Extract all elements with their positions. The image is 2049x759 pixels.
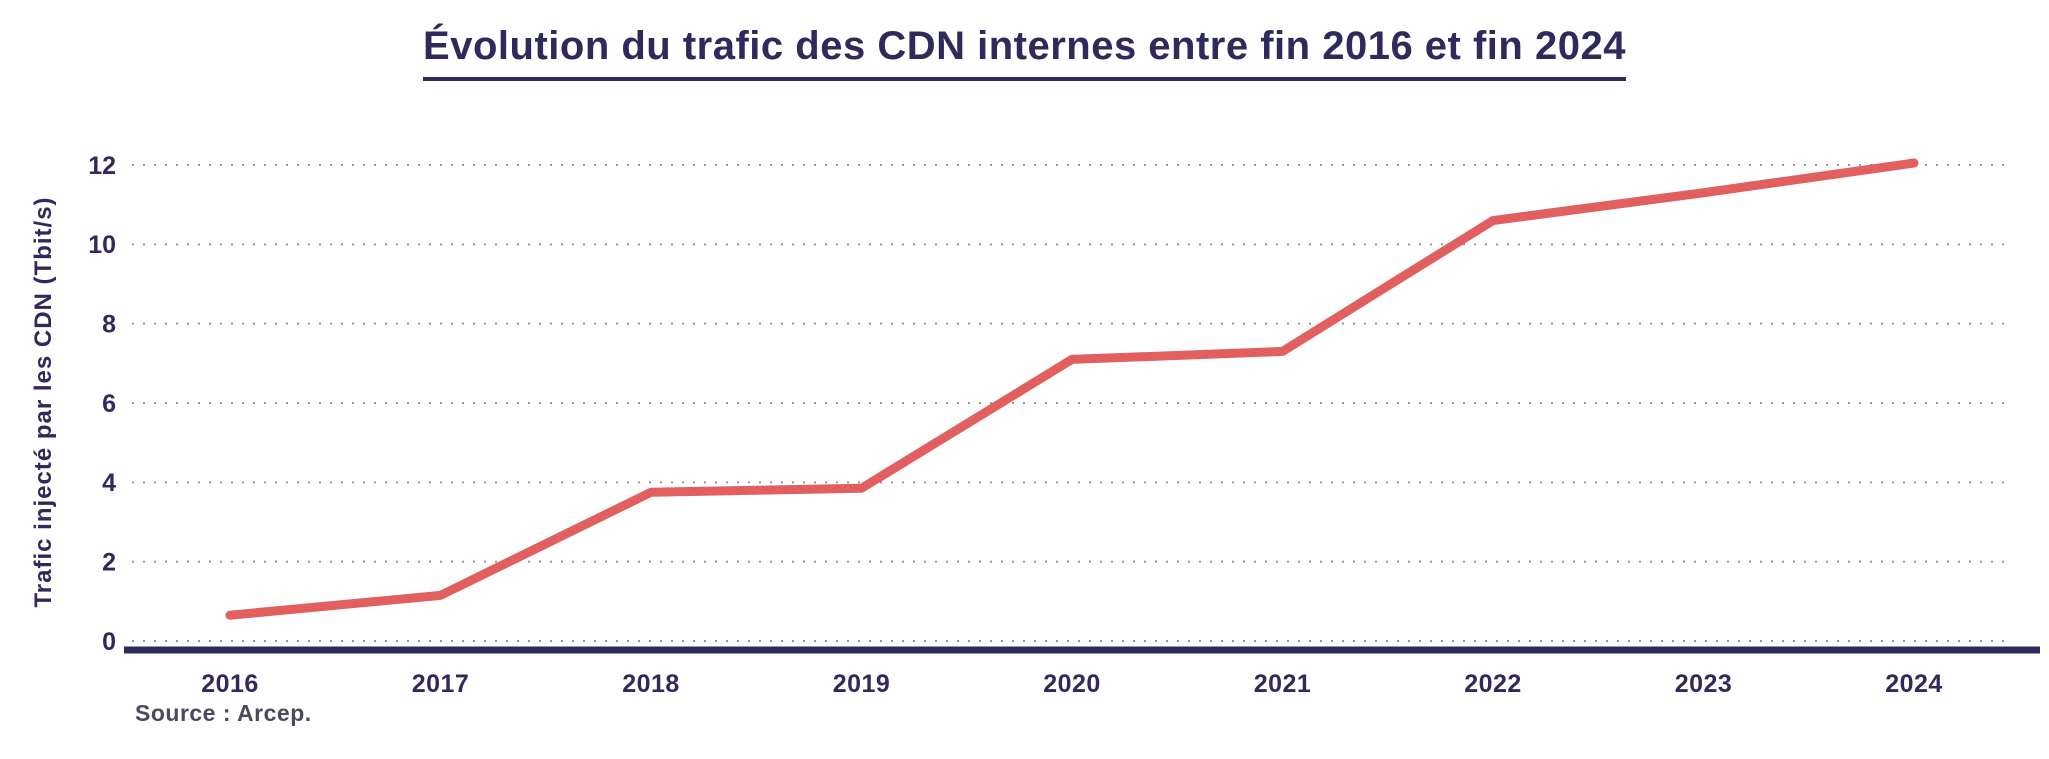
chart-title: Évolution du trafic des CDN internes ent… (423, 24, 1626, 81)
cdn-traffic-line (225, 158, 1919, 620)
title-container: Évolution du trafic des CDN internes ent… (0, 24, 2049, 81)
x-tick-label: 2016 (201, 670, 259, 698)
y-tick-label: 4 (102, 469, 116, 497)
x-tick-label: 2022 (1464, 670, 1522, 698)
y-tick-label: 12 (88, 152, 116, 180)
y-tick-label: 6 (102, 390, 116, 418)
source-note: Source : Arcep. (135, 700, 312, 726)
x-tick-label: 2023 (1675, 670, 1733, 698)
x-tick-label: 2017 (412, 670, 470, 698)
y-tick-label: 8 (102, 310, 116, 338)
y-tick-label: 10 (88, 231, 116, 259)
x-tick-label: 2021 (1254, 670, 1312, 698)
x-tick-label: 2024 (1885, 670, 1943, 698)
y-tick-label: 2 (102, 548, 116, 576)
x-tick-label: 2018 (622, 670, 680, 698)
x-tick-label: 2019 (833, 670, 891, 698)
y-tick-label: 0 (102, 628, 116, 656)
x-tick-label: 2020 (1043, 670, 1101, 698)
